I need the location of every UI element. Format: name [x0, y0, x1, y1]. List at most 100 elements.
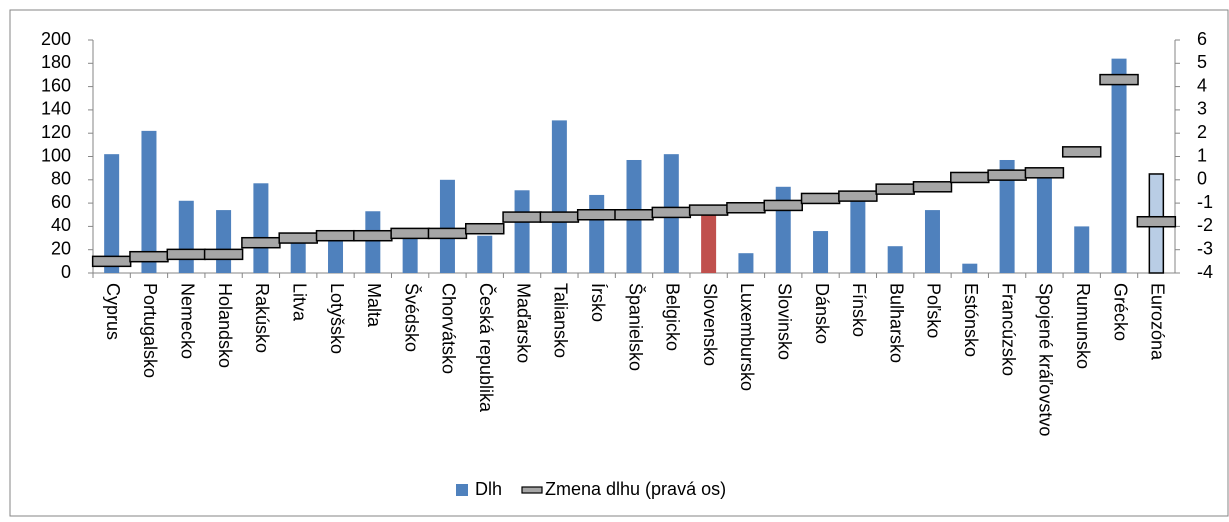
bar [402, 229, 418, 273]
x-tick-label: Belgicko [663, 283, 683, 351]
bar [887, 246, 903, 273]
x-tick-label: Nemecko [178, 283, 198, 359]
x-tick-label: Spojené kráľovstvo [1036, 283, 1056, 436]
bar [924, 210, 940, 273]
change-marker [838, 190, 878, 202]
change-marker [502, 211, 542, 223]
x-tick-label: Cyprus [103, 283, 123, 340]
y2-tick-label: 6 [1197, 29, 1207, 49]
bar [477, 235, 493, 273]
y-tick-label: 60 [51, 192, 71, 212]
change-marker [1061, 146, 1102, 158]
bar [850, 199, 866, 273]
change-marker [1099, 73, 1139, 86]
y2-tick-label: -3 [1197, 238, 1213, 258]
y-tick-label: 160 [41, 75, 71, 95]
x-tick-label: Rakúsko [252, 283, 272, 353]
bar [551, 120, 567, 273]
x-tick-label: Luxembursko [737, 283, 757, 391]
x-tick-label: Lotyšsko [327, 283, 347, 354]
y-tick-label: 0 [61, 262, 71, 282]
bar [178, 200, 194, 273]
change-marker [688, 204, 729, 216]
bar [141, 130, 157, 273]
change-marker [278, 232, 318, 244]
bar [962, 263, 978, 273]
x-tick-label: Slovinsko [774, 283, 794, 360]
x-tick-label: Chorvátsko [439, 283, 459, 374]
change-marker [726, 202, 766, 214]
y2-tick-label: 3 [1197, 99, 1207, 119]
y2-tick-label: 5 [1197, 52, 1207, 72]
legend-swatch [456, 484, 468, 496]
legend-swatch [521, 486, 543, 494]
bar [253, 183, 269, 273]
y2-tick-label: 1 [1197, 145, 1207, 165]
bar [813, 231, 829, 273]
y-tick-label: 120 [41, 122, 71, 142]
y2-tick-label: 0 [1197, 169, 1207, 189]
x-tick-label: Maďarsko [513, 283, 533, 363]
change-marker [390, 227, 430, 240]
x-tick-label: Litva [289, 283, 309, 322]
y-tick-label: 80 [51, 169, 71, 189]
bar [514, 190, 530, 273]
change-marker [912, 181, 953, 193]
y-tick-label: 180 [41, 52, 71, 72]
change-marker [315, 229, 356, 242]
change-marker [241, 236, 281, 249]
change-marker [166, 248, 207, 261]
bar [1111, 58, 1127, 273]
change-marker [1024, 167, 1065, 179]
x-tick-label: Taliansko [551, 283, 571, 358]
x-tick-label: Írsko [588, 283, 608, 322]
y2-tick-label: -4 [1197, 262, 1213, 282]
change-marker [539, 211, 580, 223]
x-tick-label: Španielsko [625, 283, 646, 371]
x-tick-label: Česká republika [476, 283, 497, 413]
y2-tick-label: 4 [1197, 75, 1207, 95]
change-marker [950, 171, 990, 184]
x-tick-label: Poľsko [924, 283, 944, 338]
legend-label: Dlh [475, 479, 502, 499]
bar [738, 253, 754, 273]
change-marker [353, 229, 393, 242]
change-marker [427, 227, 468, 240]
change-marker [1136, 215, 1177, 228]
change-marker [576, 209, 617, 221]
x-tick-label: Eurozóna [1148, 283, 1168, 361]
y2-tick-label: 2 [1197, 122, 1207, 142]
change-marker [91, 255, 132, 268]
change-marker [800, 192, 841, 205]
change-marker [614, 209, 654, 221]
bar [1036, 169, 1052, 273]
y-tick-label: 140 [41, 99, 71, 119]
x-tick-label: Dánsko [812, 283, 832, 344]
chart-frame [9, 9, 1229, 517]
bar [104, 154, 120, 273]
x-tick-label: Holandsko [215, 283, 235, 368]
x-tick-label: Rumunsko [1073, 283, 1093, 369]
x-tick-label: Francúzsko [998, 283, 1018, 376]
bar [701, 214, 717, 273]
bar [216, 210, 232, 273]
x-tick-label: Grécko [1110, 283, 1130, 341]
x-tick-label: Malta [364, 283, 384, 328]
x-tick-label: Estónsko [961, 283, 981, 357]
y2-tick-label: -2 [1197, 215, 1213, 235]
change-marker [129, 250, 169, 263]
y-tick-label: 200 [41, 29, 71, 49]
y-tick-label: 100 [41, 145, 71, 165]
change-marker [651, 206, 692, 219]
y-tick-label: 20 [51, 238, 71, 258]
bar [1074, 226, 1090, 273]
bar [999, 159, 1015, 273]
bar [328, 234, 344, 273]
change-marker [203, 248, 244, 261]
bar [439, 179, 455, 273]
change-marker [875, 183, 915, 195]
bar [365, 211, 381, 273]
legend-label: Zmena dlhu (pravá os) [545, 479, 726, 499]
x-tick-label: Slovensko [700, 283, 720, 366]
